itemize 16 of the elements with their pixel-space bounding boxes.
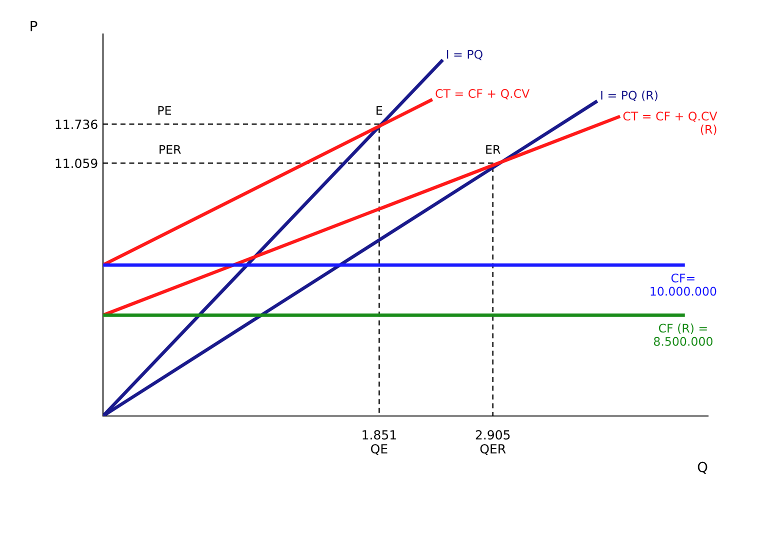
series-label: CF= 10.000.000 [650,274,716,296]
y-tick-label: 11.736 [56,120,98,130]
series-label: CT = CF + Q.CV [436,89,530,100]
x-tick-label: 2.905 QER [476,430,510,455]
annotation: ER [486,145,500,154]
annotation: PE [158,106,172,115]
series-label: I = PQ (R) [601,90,658,102]
y-tick-label: 11.059 [56,158,98,168]
annotation: E [376,106,382,115]
x-tick-label: 1.851 QE [362,430,396,455]
series-label: CT = CF + Q.CV (R) [623,112,718,136]
y-axis-title: P [30,20,38,32]
x-axis-title: Q [698,462,708,474]
series-label: CF (R) = 8.500.000 [654,324,712,346]
annotation: PER [160,145,181,154]
series-label: I = PQ [446,50,482,60]
